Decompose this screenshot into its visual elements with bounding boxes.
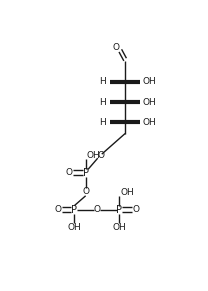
Text: P: P bbox=[116, 205, 123, 215]
Text: H: H bbox=[99, 98, 106, 107]
Text: OH: OH bbox=[142, 118, 156, 127]
Text: O: O bbox=[133, 205, 140, 214]
Text: O: O bbox=[65, 168, 72, 177]
Text: O: O bbox=[93, 205, 100, 214]
Text: H: H bbox=[99, 77, 106, 86]
Text: O: O bbox=[98, 151, 104, 160]
Text: OH: OH bbox=[87, 151, 101, 160]
Text: O: O bbox=[55, 205, 62, 214]
Text: O: O bbox=[113, 43, 120, 52]
Text: P: P bbox=[71, 205, 77, 215]
Text: O: O bbox=[82, 187, 89, 196]
Text: P: P bbox=[83, 168, 89, 178]
Text: OH: OH bbox=[142, 77, 156, 86]
Text: OH: OH bbox=[113, 223, 126, 232]
Text: OH: OH bbox=[142, 98, 156, 107]
Text: OH: OH bbox=[67, 223, 81, 232]
Text: OH: OH bbox=[121, 188, 135, 197]
Text: H: H bbox=[99, 118, 106, 127]
